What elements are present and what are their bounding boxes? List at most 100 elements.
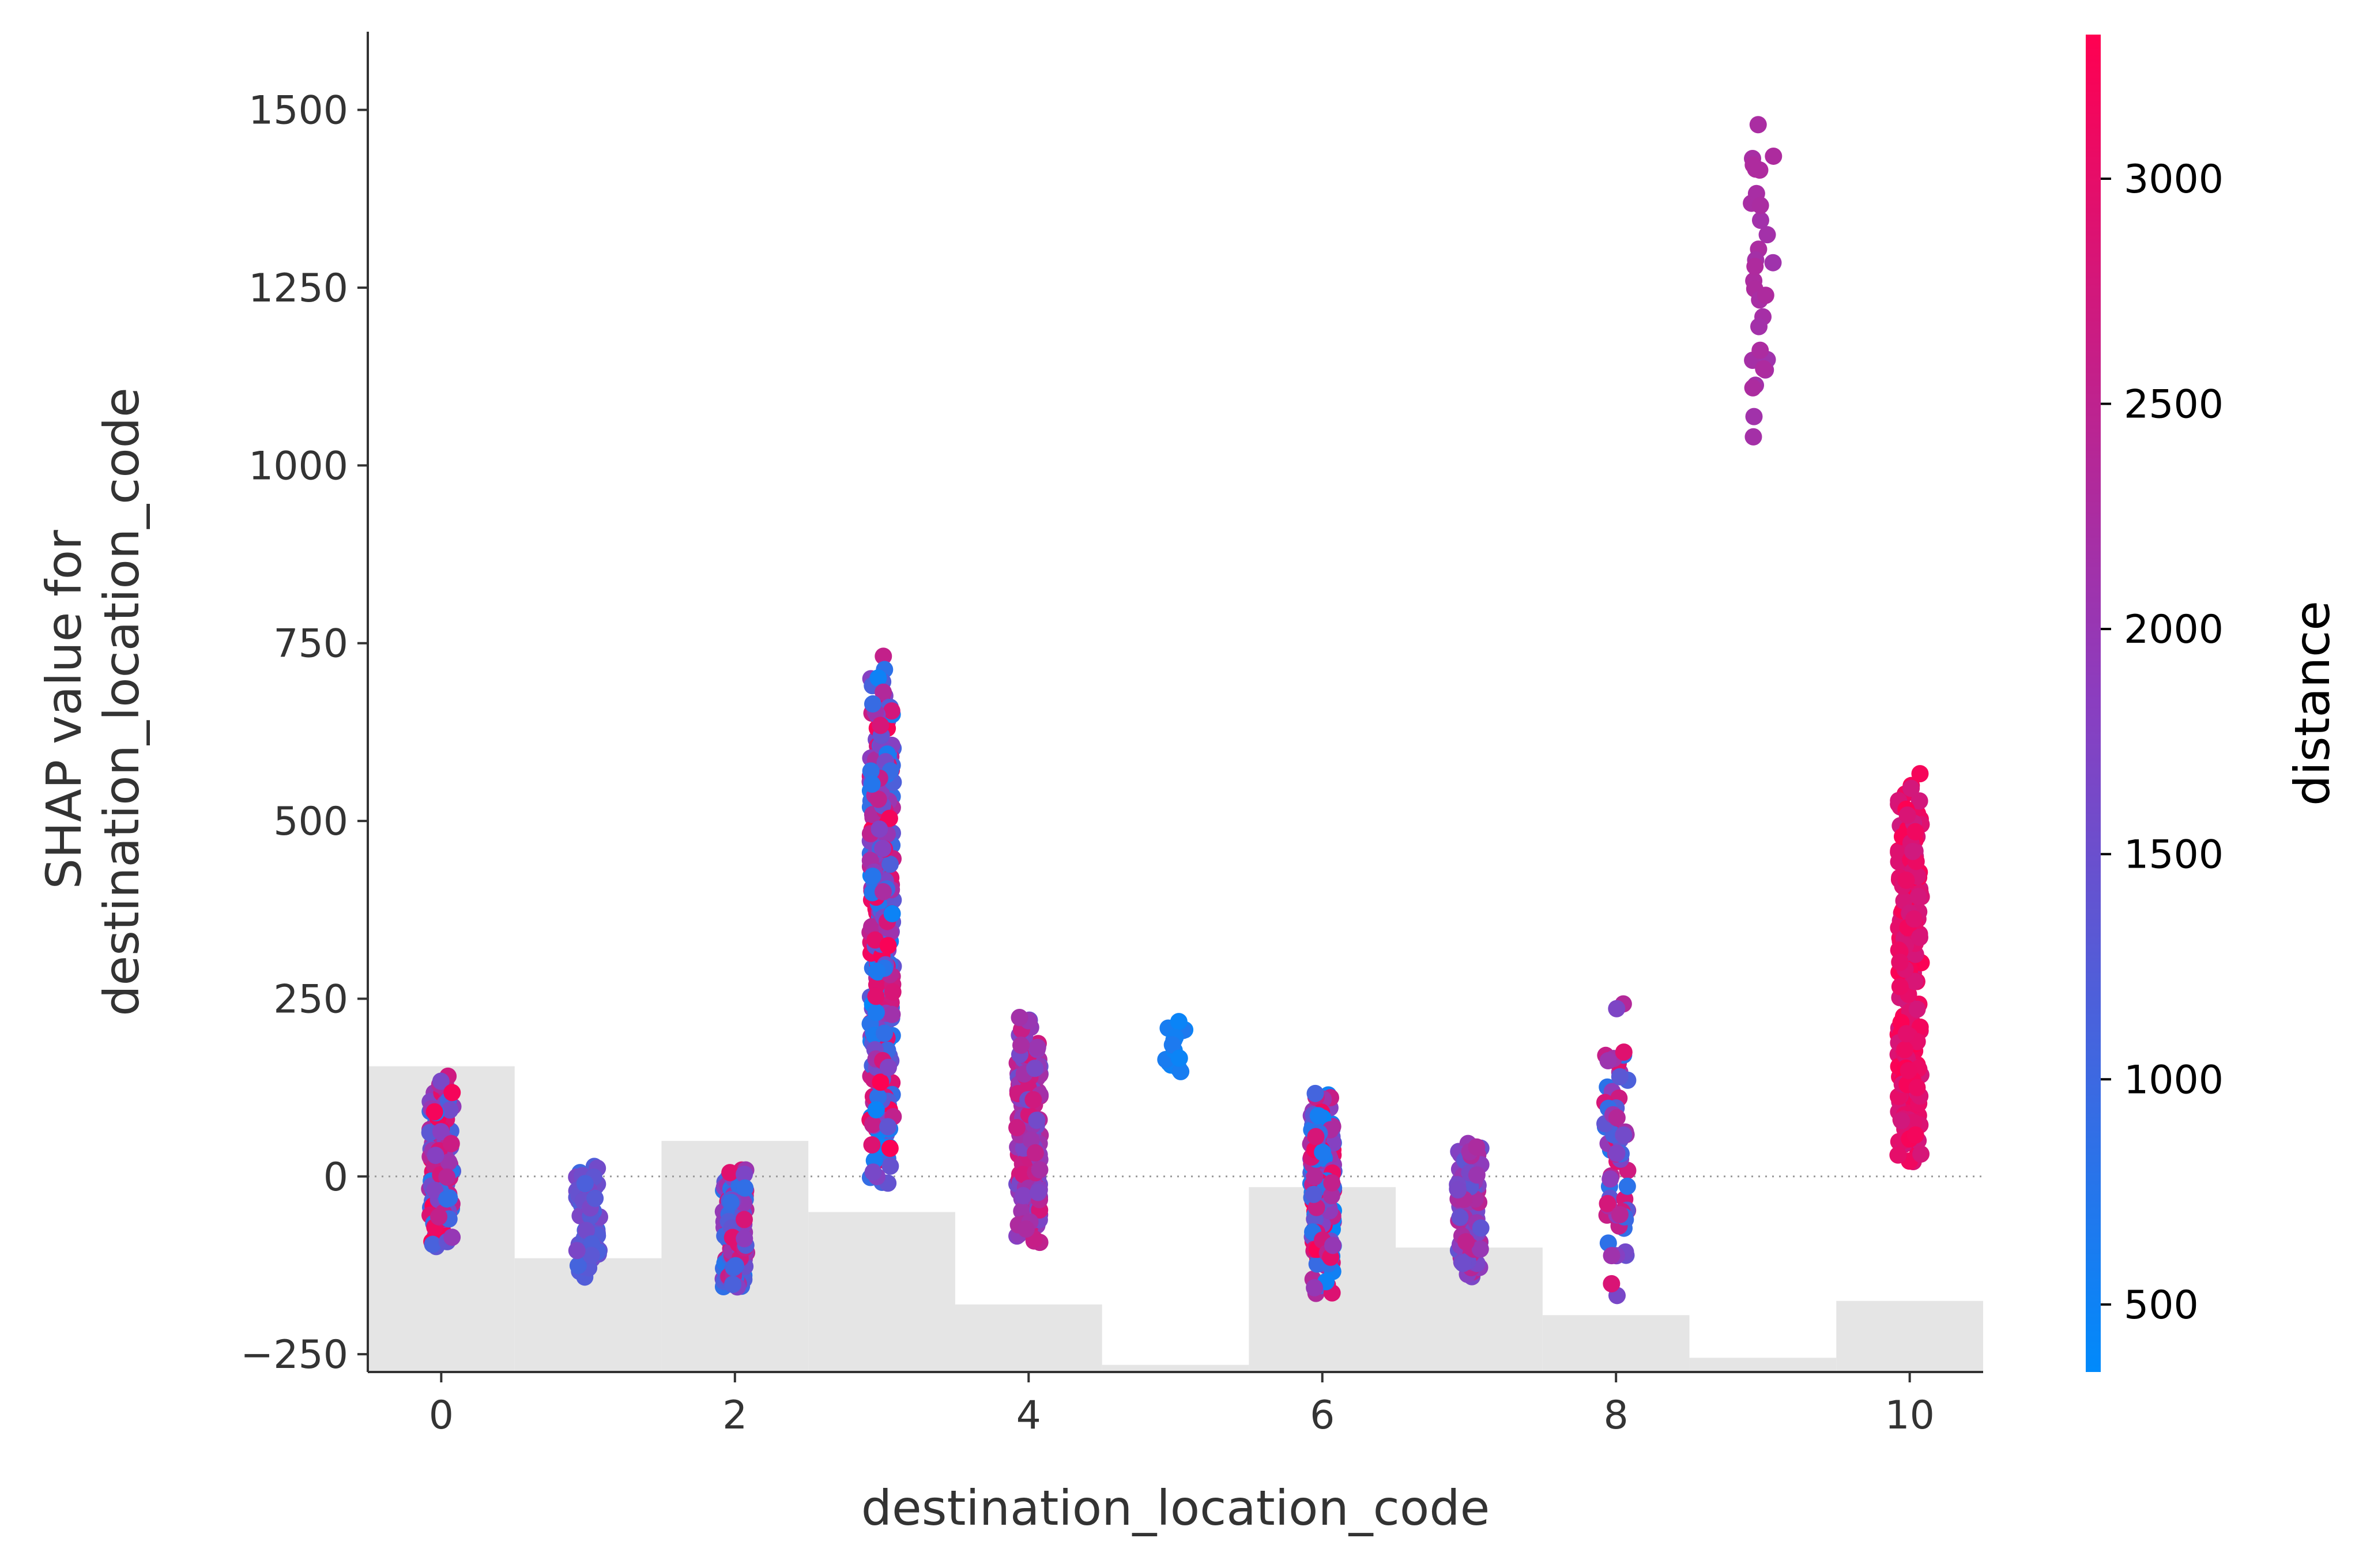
data-point — [1905, 910, 1923, 928]
data-point — [1902, 779, 1920, 797]
data-point — [1314, 1143, 1332, 1161]
data-point — [1891, 978, 1909, 996]
data-point — [1618, 1177, 1636, 1195]
data-point — [736, 1166, 753, 1183]
data-point — [867, 1101, 885, 1119]
data-point — [1008, 1119, 1026, 1137]
data-point — [862, 762, 880, 780]
data-point — [1889, 1146, 1907, 1164]
data-point — [883, 702, 900, 720]
data-point — [872, 717, 890, 734]
data-point — [1017, 1220, 1035, 1238]
data-point — [736, 1179, 754, 1197]
data-point — [1603, 1247, 1621, 1265]
data-point — [1306, 1279, 1324, 1296]
colorbar-tick-label: 1500 — [2124, 832, 2224, 878]
data-point — [425, 1103, 443, 1121]
data-point — [582, 1246, 600, 1264]
data-point — [586, 1189, 604, 1207]
data-point — [871, 820, 888, 838]
data-point — [1908, 1000, 1926, 1018]
data-point — [576, 1175, 594, 1193]
data-point — [438, 1190, 456, 1208]
data-point — [1599, 1052, 1617, 1070]
y-axis-label-line-1: SHAP value for — [36, 530, 92, 889]
histogram-bar — [1542, 1315, 1690, 1372]
y-tick-label: 750 — [273, 621, 348, 667]
data-point — [1744, 379, 1762, 397]
data-point — [867, 987, 885, 1005]
data-point — [1309, 1107, 1327, 1125]
data-point — [872, 1073, 890, 1091]
x-tick-label: 4 — [1016, 1393, 1041, 1438]
data-point — [1906, 823, 1924, 840]
feature-histogram — [368, 1066, 1983, 1372]
data-point — [432, 1123, 450, 1141]
colorbar-tick-label: 2500 — [2124, 382, 2224, 428]
data-point — [1451, 1208, 1469, 1226]
data-point — [568, 1242, 586, 1260]
colorbar-tick-label: 500 — [2124, 1283, 2199, 1328]
y-tick-label: 1500 — [248, 88, 348, 134]
data-point — [863, 1136, 881, 1154]
data-point — [879, 1058, 897, 1076]
data-point — [1744, 428, 1762, 446]
data-point — [722, 1193, 740, 1211]
data-point — [1911, 765, 1929, 783]
data-point — [569, 1257, 587, 1275]
data-point — [1454, 1254, 1472, 1272]
data-point — [721, 1164, 739, 1182]
y-axis-label-line-2: destination_location_code — [93, 387, 150, 1016]
data-point — [875, 883, 892, 900]
y-axis-label: SHAP value for destination_location_code — [36, 387, 150, 1016]
scatter-points — [421, 116, 1930, 1305]
data-point — [1608, 1144, 1626, 1162]
data-point — [1751, 341, 1769, 359]
data-point — [1012, 1036, 1030, 1054]
data-point — [1910, 792, 1928, 810]
y-tick-label: 250 — [273, 977, 348, 1022]
x-tick-label: 8 — [1604, 1393, 1629, 1438]
data-point — [874, 839, 892, 857]
histogram-bar — [1836, 1301, 1983, 1372]
data-point — [1024, 1091, 1042, 1109]
histogram-bar — [1689, 1358, 1837, 1372]
data-point — [1014, 1187, 1032, 1205]
data-point — [1615, 1043, 1633, 1061]
data-point — [1468, 1138, 1486, 1156]
data-point — [881, 1139, 899, 1157]
data-point — [1601, 1170, 1619, 1188]
colorbar-ticks: 500 1000 1500 2000 2500 3000 — [2101, 157, 2224, 1328]
data-point — [1324, 1237, 1342, 1254]
data-point — [869, 669, 887, 687]
data-point — [863, 918, 881, 936]
data-point — [883, 904, 901, 922]
colorbar-tick-label: 3000 — [2124, 157, 2224, 202]
data-point — [427, 1147, 444, 1164]
data-point — [869, 790, 887, 808]
data-point — [881, 855, 899, 873]
data-point — [1323, 1174, 1341, 1192]
data-point — [1608, 1109, 1626, 1126]
data-point — [1906, 1126, 1924, 1144]
data-point — [1028, 1111, 1046, 1129]
data-point — [726, 1257, 744, 1275]
data-point — [1170, 1049, 1188, 1067]
histogram-bar — [955, 1304, 1102, 1372]
colorbar — [2086, 35, 2101, 1372]
data-point — [1757, 287, 1774, 304]
histogram-bar — [1102, 1365, 1249, 1372]
data-point — [1896, 1041, 1914, 1058]
data-point — [430, 1208, 448, 1226]
x-tick-label: 0 — [429, 1393, 454, 1438]
data-point — [1765, 147, 1783, 165]
data-point — [424, 1235, 442, 1253]
data-point — [1751, 197, 1769, 214]
data-point — [1745, 408, 1763, 425]
histogram-bar — [808, 1212, 955, 1372]
data-point — [443, 1084, 461, 1102]
data-point — [1028, 1038, 1046, 1056]
data-point — [441, 1101, 459, 1119]
data-point — [577, 1222, 595, 1239]
